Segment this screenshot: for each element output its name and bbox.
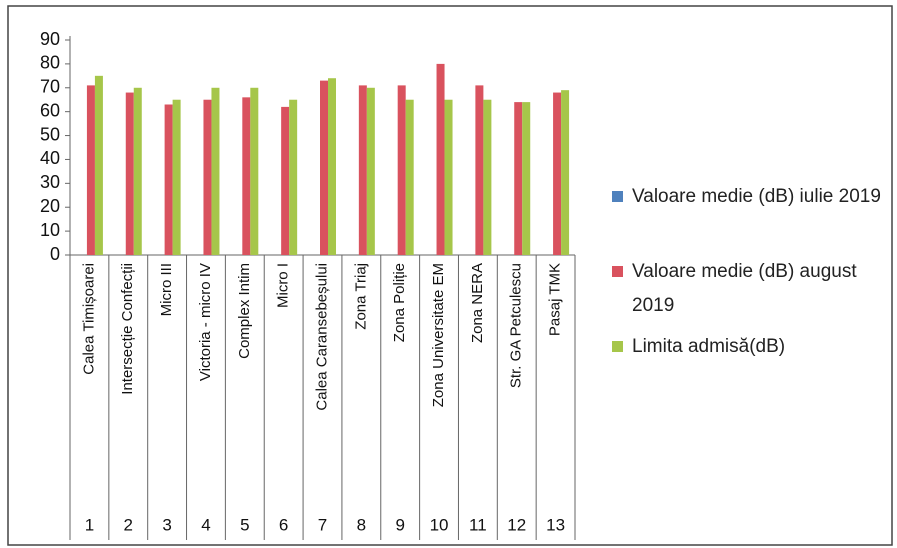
category-number: 7 xyxy=(318,515,327,534)
x-tick-label: Zona NERA xyxy=(469,263,486,343)
bar xyxy=(436,63,445,256)
bar xyxy=(211,87,220,256)
x-tick-label: Str. GA Petculescu xyxy=(508,263,525,388)
category-number: 8 xyxy=(357,515,366,534)
y-tick-label: 60 xyxy=(40,100,60,120)
y-tick-label: 50 xyxy=(40,124,60,144)
legend-swatch xyxy=(612,341,623,352)
bar xyxy=(514,102,523,255)
y-tick-label: 0 xyxy=(50,244,60,264)
legend-entry: Valoare medie (dB) iulie 2019 xyxy=(612,180,882,214)
legend-label: Limita admisă(dB) xyxy=(632,336,786,357)
bar xyxy=(94,75,103,255)
bar xyxy=(133,87,142,256)
x-tick-label: Zona Universitate EM xyxy=(430,263,447,407)
bar xyxy=(522,102,531,255)
bar xyxy=(172,99,181,255)
y-tick-label: 10 xyxy=(40,220,60,240)
bar xyxy=(164,104,173,255)
x-tick-label: Pasaj TMK xyxy=(547,263,564,336)
legend-label: Valoare medie (dB) august 2019 xyxy=(632,261,857,316)
x-tick-label: Intersecție Confecții xyxy=(119,263,136,395)
category-number: 3 xyxy=(162,515,171,534)
y-tick-label: 40 xyxy=(40,148,60,168)
x-tick-label: Zona Poliție xyxy=(391,263,408,342)
bar xyxy=(358,85,367,255)
category-number: 2 xyxy=(124,515,133,534)
bar xyxy=(203,99,212,255)
bar xyxy=(125,92,134,255)
x-tick-label: Calea Timișoarei xyxy=(80,263,97,375)
legend-entry: Limita admisă(dB) xyxy=(612,330,882,364)
bar xyxy=(250,87,259,256)
bar xyxy=(561,90,570,256)
category-number: 13 xyxy=(546,515,565,534)
legend-swatch xyxy=(612,191,623,202)
bar xyxy=(86,85,95,255)
category-number: 5 xyxy=(240,515,249,534)
chart-border xyxy=(7,5,893,546)
bar xyxy=(405,99,414,255)
bar xyxy=(320,80,328,255)
y-tick-label: 70 xyxy=(40,77,60,97)
y-tick-label: 80 xyxy=(40,53,60,73)
x-tick-label: Micro I xyxy=(275,263,292,308)
bar xyxy=(444,99,453,255)
bar xyxy=(242,97,251,255)
x-tick-label: Zona Triaj xyxy=(352,263,369,330)
y-tick-label: 90 xyxy=(40,29,60,49)
x-tick-label: Complex Intim xyxy=(236,263,253,359)
bar xyxy=(289,99,298,255)
y-tick-label: 20 xyxy=(40,196,60,216)
category-number: 4 xyxy=(201,515,210,534)
category-number: 12 xyxy=(507,515,526,534)
category-number: 10 xyxy=(430,515,449,534)
bar xyxy=(397,85,406,255)
legend-entry: Valoare medie (dB) august 2019 xyxy=(612,255,882,323)
bar xyxy=(366,87,375,256)
bar xyxy=(553,92,562,255)
category-number: 9 xyxy=(395,515,404,534)
x-tick-label: Victoria - micro IV xyxy=(197,263,214,381)
bar xyxy=(328,78,336,255)
bar xyxy=(483,99,492,255)
y-tick-label: 30 xyxy=(40,172,60,192)
category-number: 11 xyxy=(469,515,487,534)
x-tick-label: Micro III xyxy=(158,263,175,316)
bar xyxy=(475,85,484,255)
legend-label: Valoare medie (dB) iulie 2019 xyxy=(632,186,881,207)
category-number: 1 xyxy=(85,515,94,534)
bar xyxy=(281,106,290,255)
category-number: 6 xyxy=(279,515,288,534)
legend-swatch xyxy=(612,266,623,277)
x-tick-label: Calea Caransebeșului xyxy=(313,263,330,411)
